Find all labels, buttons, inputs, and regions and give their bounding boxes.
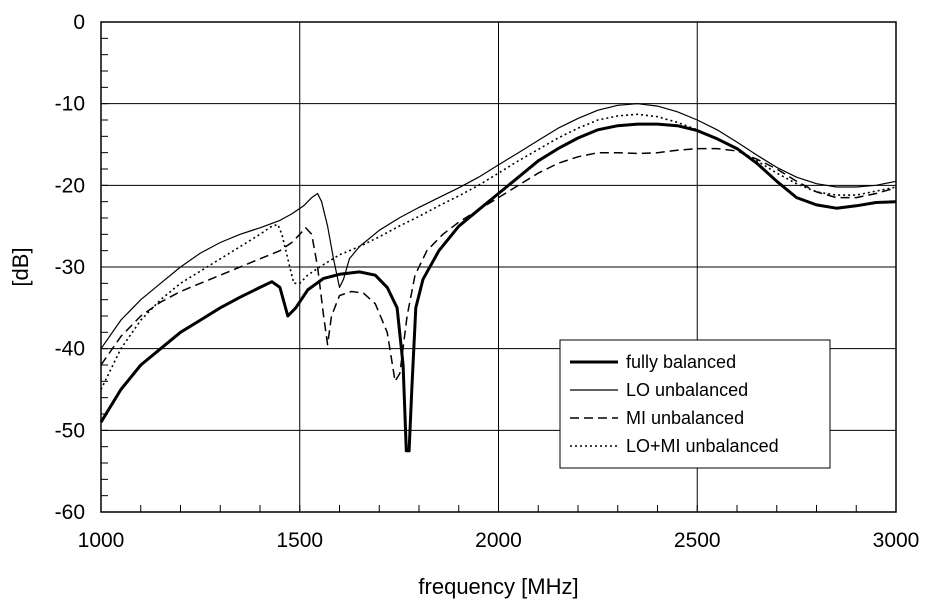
plot-area-border	[100, 21, 897, 513]
y-tick-label: -10	[55, 93, 85, 116]
x-tick-label: 3000	[873, 529, 920, 552]
x-tick-label: 1000	[78, 529, 125, 552]
y-tick-label: -30	[55, 256, 85, 279]
legend: fully balanced LO unbalanced MI unbalanced…	[559, 339, 831, 469]
y-tick-label: -60	[55, 501, 85, 524]
y-axis-title: [dB]	[8, 247, 33, 286]
legend-label: LO+MI unbalanced	[626, 436, 779, 456]
y-tick-label: -50	[55, 419, 85, 442]
y-tick-label: -40	[55, 338, 85, 361]
legend-label: LO unbalanced	[626, 380, 748, 400]
x-tick-label: 2000	[475, 529, 522, 552]
y-tick-label: -20	[55, 174, 85, 197]
y-tick-label: 0	[73, 11, 85, 34]
legend-label: MI unbalanced	[626, 408, 744, 428]
legend-label: fully balanced	[626, 352, 736, 372]
minor-ticks	[100, 21, 897, 513]
tick-labels: 1000 1500 2000 2500 3000 0 -10 -20 -30 -40 -50 -60	[55, 11, 920, 552]
grid	[101, 22, 896, 512]
x-tick-label: 2500	[674, 529, 721, 552]
x-tick-label: 1500	[276, 529, 323, 552]
x-axis-title: frequency [MHz]	[418, 574, 578, 599]
series-line-1	[99, 122, 897, 453]
series-line-2	[100, 103, 897, 350]
series-lines	[99, 103, 897, 453]
series-line-3	[100, 147, 897, 383]
series-line-4	[100, 113, 897, 390]
